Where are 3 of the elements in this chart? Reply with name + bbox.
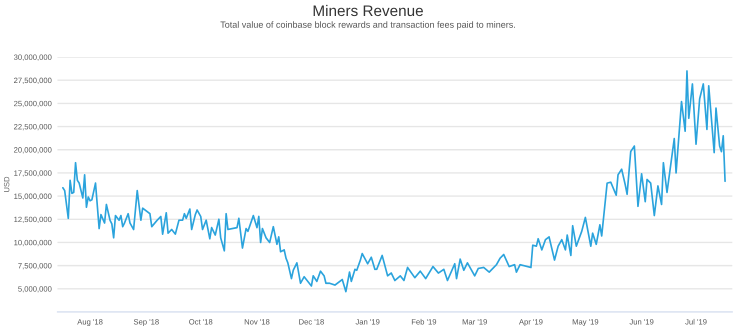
chart-subtitle: Total value of coinbase block rewards and transaction fees paid to miners. <box>220 21 515 30</box>
chart-title: Miners Revenue <box>314 4 423 16</box>
line-series <box>62 70 726 292</box>
